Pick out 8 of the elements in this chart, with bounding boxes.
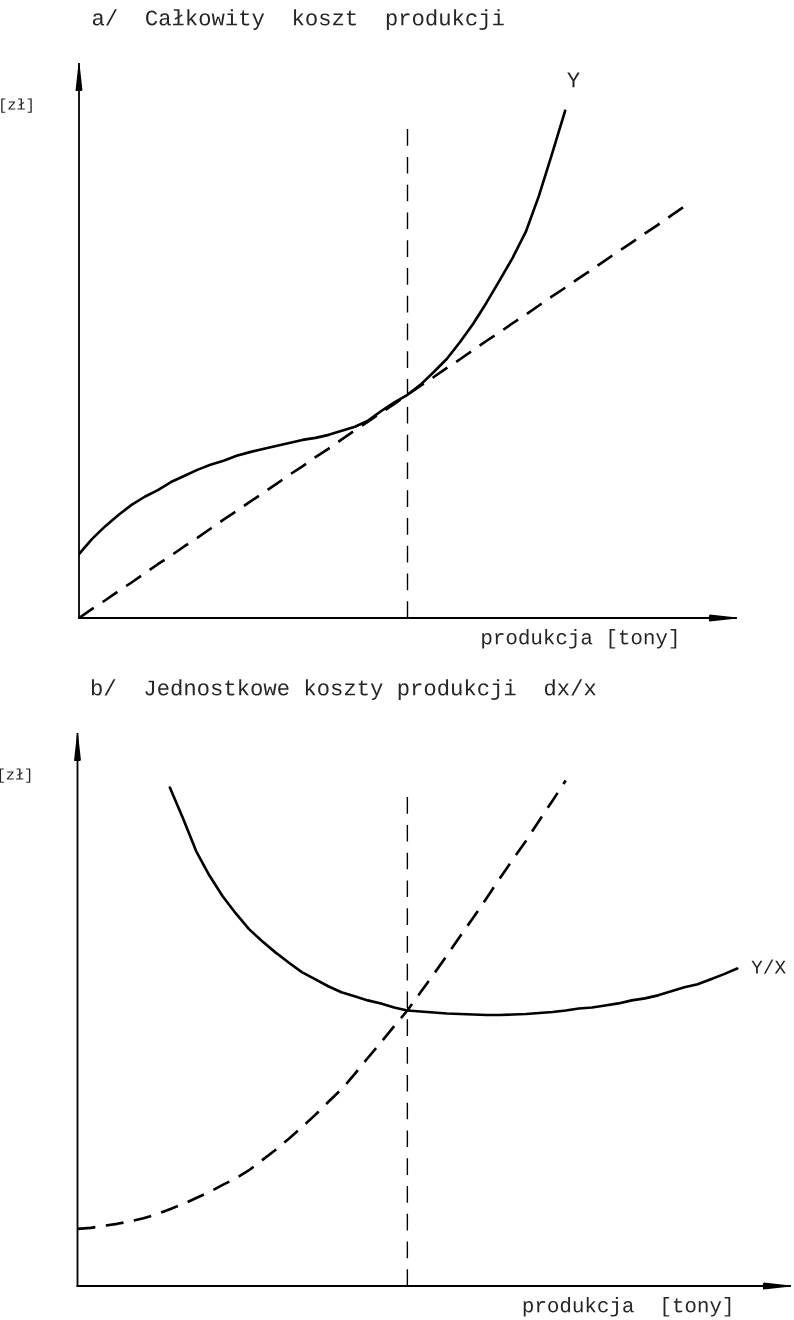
series-label: Y [567,72,580,88]
y-axis-title: [zł] [1,98,32,113]
chart-title: b/ Jednostkowe koszty produkcji dx/x [91,679,596,700]
chart-title: a/ Całkowity koszt produkcji [92,9,504,30]
y-axis-title: [zł] [0,768,31,783]
x-axis-title: produkcja [tony] [523,1297,731,1317]
x-axis-title: produkcja [tony] [482,629,677,649]
series-label: Y/X [751,959,786,974]
